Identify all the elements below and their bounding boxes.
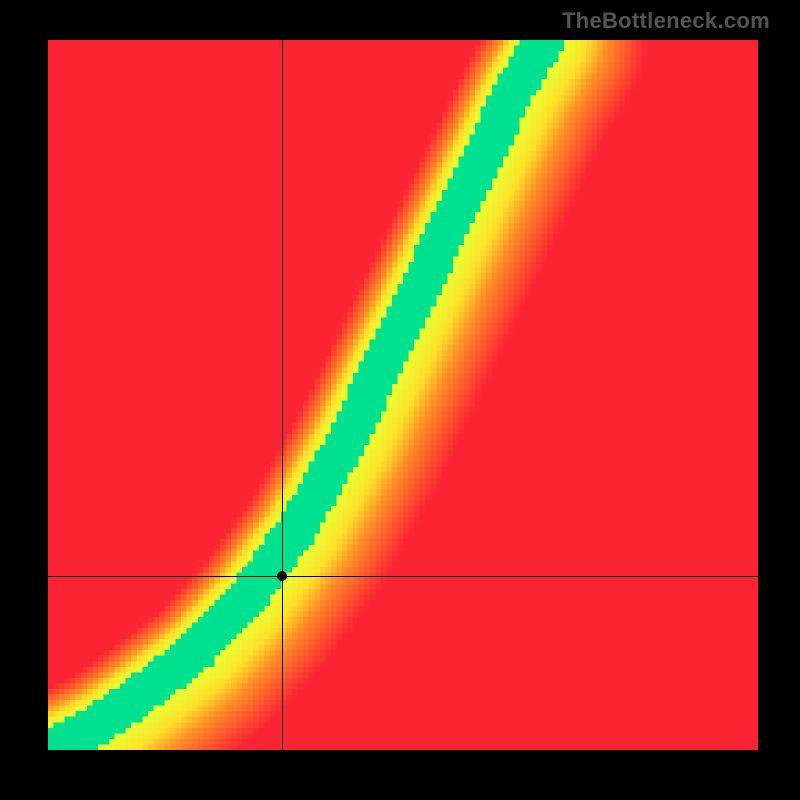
heatmap-canvas	[48, 40, 758, 750]
crosshair-vertical	[282, 40, 283, 750]
crosshair-horizontal	[48, 576, 758, 577]
watermark-text: TheBottleneck.com	[562, 8, 770, 34]
chart-container: TheBottleneck.com	[0, 0, 800, 800]
crosshair-dot	[277, 571, 287, 581]
plot-area	[48, 40, 758, 750]
